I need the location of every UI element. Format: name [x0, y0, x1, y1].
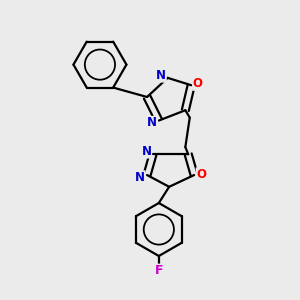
Text: O: O [196, 168, 206, 181]
Text: N: N [156, 69, 166, 82]
Text: F: F [154, 264, 163, 277]
Text: N: N [142, 145, 152, 158]
Text: N: N [147, 116, 158, 129]
Text: N: N [135, 171, 145, 184]
Text: O: O [193, 77, 203, 90]
